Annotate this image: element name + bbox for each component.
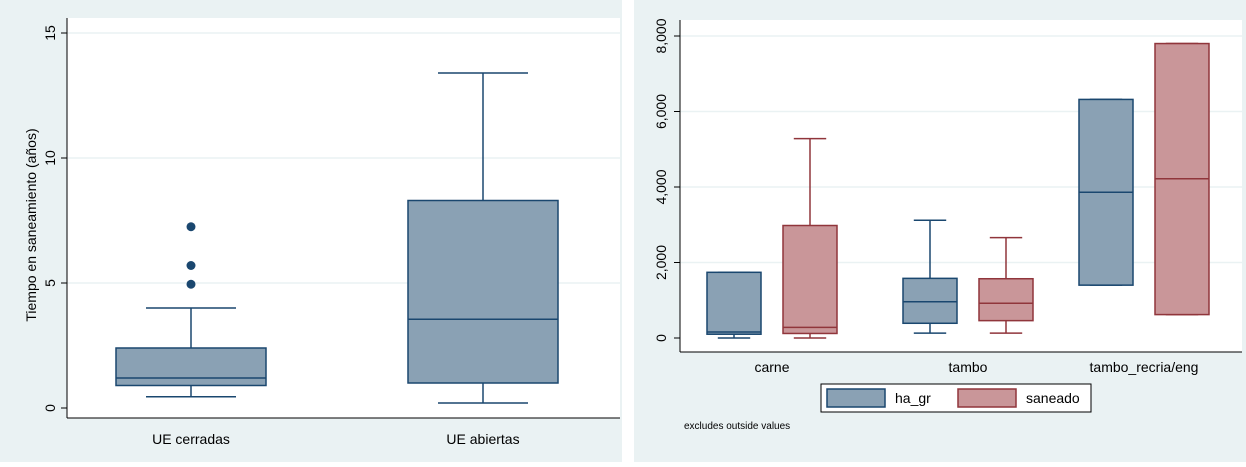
right-box-ha-gr-tambo-box [902, 277, 958, 325]
legend-label-saneado: saneado [1026, 390, 1080, 406]
right-legend: ha_gr saneado [820, 383, 1092, 413]
left-y-axis-title: Tiempo en saneamiento (años) [23, 128, 39, 321]
right-y-tick-label-0: 0 [653, 334, 669, 342]
boxplot-tiempo-saneamiento: 0 5 10 15 Tiempo en saneamiento (años) UE cer… [0, 0, 622, 462]
right-x-label-carne: carne [754, 359, 789, 375]
left-y-tick-label-15: 15 [42, 25, 58, 41]
right-y-tick-label-2000: 2,000 [653, 245, 669, 280]
right-y-tick-label-8000: 8,000 [653, 18, 669, 53]
legend-label-ha_gr: ha_gr [895, 390, 931, 406]
left-x-label-ue-abiertas: UE abiertas [446, 431, 519, 447]
right-plot-area [680, 20, 1242, 352]
left-box-ue-cerradas-outlier-1 [186, 261, 196, 270]
left-box-ue-cerradas-box [115, 347, 267, 387]
chart-panel-ha-saneado: 0 2,000 4,000 6,000 8,000 carne tambo tambo_rec… [634, 0, 1246, 462]
left-box-ue-cerradas-outlier-0 [186, 279, 196, 289]
right-box-saneado-tambo-box [978, 277, 1034, 322]
left-y-tick-label-0: 0 [42, 404, 58, 412]
right-y-tick-label-4000: 4,000 [653, 169, 669, 204]
chart-note: excludes outside values [684, 421, 790, 432]
right-box-saneado-carne-box [782, 224, 838, 335]
left-box-ue-cerradas-outlier-2 [186, 222, 196, 232]
left-y-tick-label-10: 10 [42, 150, 58, 166]
chart-panel-tiempo-saneamiento: 0 5 10 15 Tiempo en saneamiento (años) UE cer… [0, 0, 622, 462]
legend-swatch-saneado [957, 388, 1017, 408]
legend-swatch-ha_gr [826, 388, 886, 408]
right-x-label-tambo: tambo [949, 359, 988, 375]
left-y-tick-label-5: 5 [42, 279, 58, 287]
left-x-label-ue-cerradas: UE cerradas [152, 431, 230, 447]
boxplot-ha-saneado: 0 2,000 4,000 6,000 8,000 carne tambo tambo_rec… [634, 0, 1246, 462]
right-box-ha-gr-carne-box [706, 271, 762, 335]
right-x-label-tambo-recria-eng: tambo_recria/eng [1090, 359, 1199, 375]
right-y-tick-label-6000: 6,000 [653, 94, 669, 129]
left-box-ue-abiertas-box [407, 199, 559, 384]
